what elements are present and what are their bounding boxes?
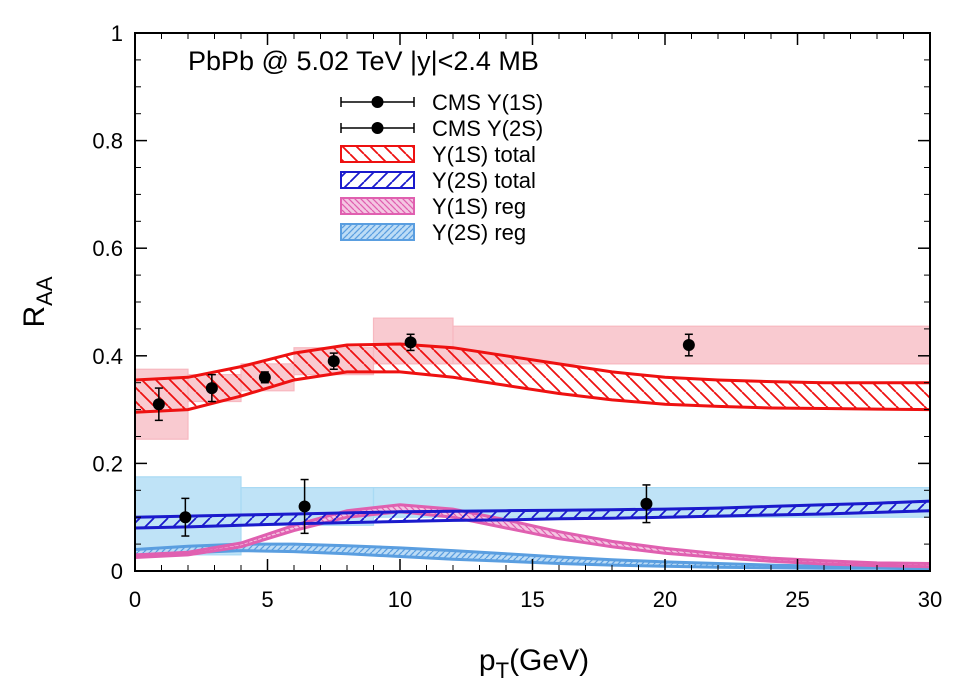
legend-item-upsilon-1s-reg: Υ(1S) reg [340,194,526,219]
point-cms-upsilon-1s-0 [152,387,165,422]
marker [179,511,192,524]
marker [205,382,218,395]
x-tick-label: 30 [918,587,942,612]
y-tick-label: 1 [111,21,123,46]
point-cms-upsilon-2s-2 [640,484,653,524]
x-axis-label-main: p [479,644,496,677]
marker [640,497,653,510]
marker [258,371,271,384]
x-tick-label: 5 [261,587,273,612]
point-cms-upsilon-1s-3 [327,352,340,370]
band-upper-upsilon-1s-total [134,342,930,385]
legend-swatch [340,223,415,241]
legend-label: CMS Υ(2S) [432,116,543,141]
legend-swatch [340,171,415,189]
y-tick-label: 0 [111,559,123,584]
legend-item-upsilon-2s-total: Υ(2S) total [340,168,536,193]
y-axis-label-main: R [18,306,51,328]
legend-label: Υ(2S) reg [432,220,526,245]
point-cms-upsilon-2s-0 [179,497,192,537]
x-axis-label-sub: T [496,658,509,683]
axes [134,32,931,572]
marker [298,500,311,513]
point-cms-upsilon-2s-1 [298,478,311,535]
y-tick-label: 0.8 [92,129,123,154]
collision-annotation: PbPb @ 5.02 TeV |y|<2.4 MB [188,46,539,76]
y-axis-label: RAA [18,276,57,327]
point-cms-upsilon-1s-2 [258,371,271,384]
legend-label: Υ(1S) reg [432,194,526,219]
tick-labels: 0 5 10 15 20 25 30 0 0.2 0.4 0.6 0.8 1 [92,21,942,612]
x-tick-label: 0 [129,587,141,612]
point-cms-upsilon-1s-1 [205,373,218,403]
band-upper-upsilon-2s-total [134,499,931,519]
marker [682,339,695,352]
legend-marker [371,122,384,134]
x-axis-label-unit: (GeV) [509,644,589,677]
marker [152,398,165,411]
legend-item-upsilon-2s-reg: Υ(2S) reg [340,220,526,245]
x-tick-label: 20 [653,587,677,612]
y-tick-label: 0.4 [92,344,123,369]
x-tick-label: 25 [785,587,809,612]
y-axis-label-sub: AA [32,276,57,306]
legend-label: CMS Υ(1S) [432,90,543,115]
y-tick-label: 0.6 [92,236,123,261]
legend-swatch [340,197,415,215]
legend-item-cms-upsilon-1s: CMS Υ(1S) [340,90,543,115]
point-cms-upsilon-1s-5 [682,333,695,357]
data-points [152,333,695,537]
marker [327,355,340,368]
x-tick-label: 10 [388,587,412,612]
legend-label: Υ(1S) total [432,142,536,167]
band-lower-upsilon-2s-total [134,509,931,530]
x-axis-label: pT(GeV) [479,644,589,683]
legend-marker [371,96,384,108]
marker [404,336,417,349]
legend-item-cms-upsilon-2s: CMS Υ(2S) [340,116,543,141]
point-cms-upsilon-1s-4 [404,333,417,352]
legend-swatch [340,145,415,163]
band-lower-upsilon-1s-total [134,370,931,414]
legend-label: Υ(2S) total [432,168,536,193]
x-tick-label: 15 [520,587,544,612]
y-tick-label: 0.2 [92,451,123,476]
legend-item-upsilon-1s-total: Υ(1S) total [340,142,536,167]
